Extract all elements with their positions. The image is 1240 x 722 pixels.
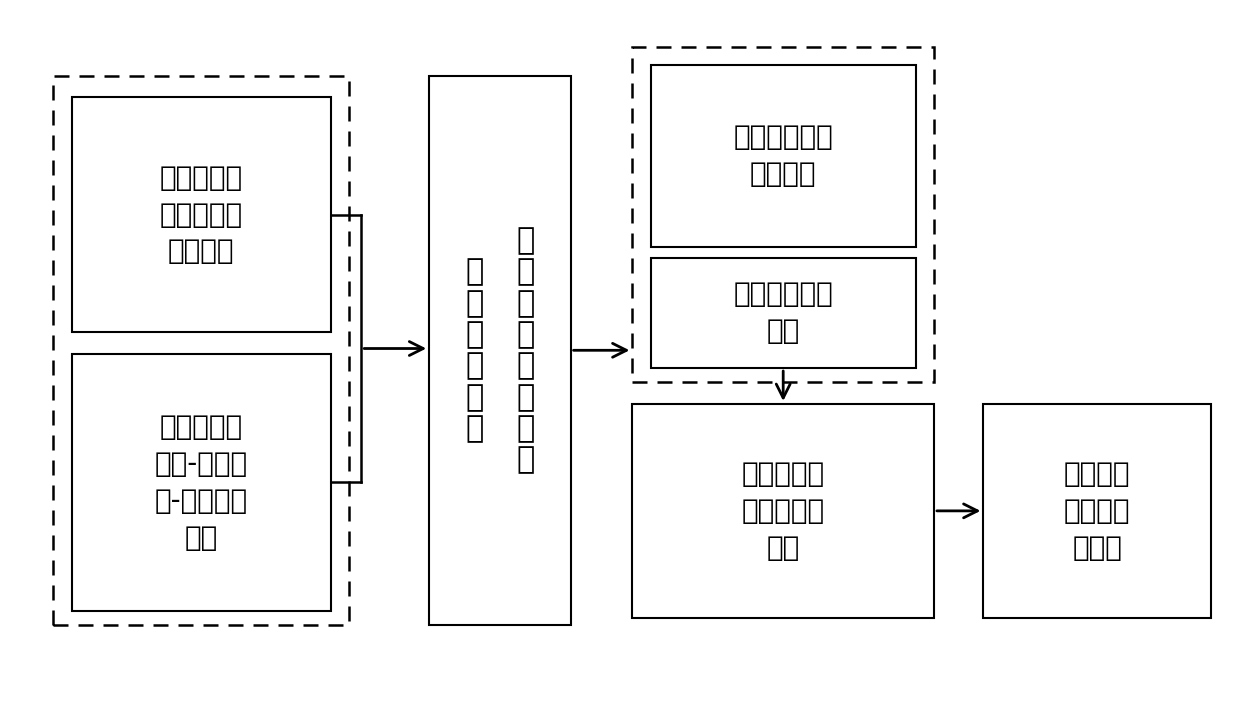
Bar [983, 404, 1211, 618]
Text: 实验验证模型
精度: 实验验证模型 精度 [733, 280, 833, 345]
Bar [429, 76, 570, 625]
Bar [53, 76, 348, 625]
Bar [632, 404, 934, 618]
Text: 建立齿轮箱有
限元模型: 建立齿轮箱有 限元模型 [733, 123, 833, 188]
Bar [651, 258, 915, 368]
Text: 数值计算法
求齿轮内部
动态激励: 数值计算法 求齿轮内部 动态激励 [160, 164, 243, 266]
Bar [72, 354, 331, 611]
Text: 耦
合
模
型
修
正
齿
轮: 耦 合 模 型 修 正 齿 轮 [516, 226, 534, 474]
Text: 齿轮箱有限
元模型加载
激励: 齿轮箱有限 元模型加载 激励 [742, 460, 825, 562]
Bar [651, 65, 915, 247]
Text: 调用柴油机
齿轮-轴系扭
振-调控耦合
模型: 调用柴油机 齿轮-轴系扭 振-调控耦合 模型 [155, 413, 248, 552]
Bar [72, 97, 331, 332]
Bar [632, 47, 934, 383]
Text: 内
部
动
态
激
励: 内 部 动 态 激 励 [465, 258, 484, 443]
Text: 求解传动
齿轮箱振
动响应: 求解传动 齿轮箱振 动响应 [1064, 460, 1131, 562]
